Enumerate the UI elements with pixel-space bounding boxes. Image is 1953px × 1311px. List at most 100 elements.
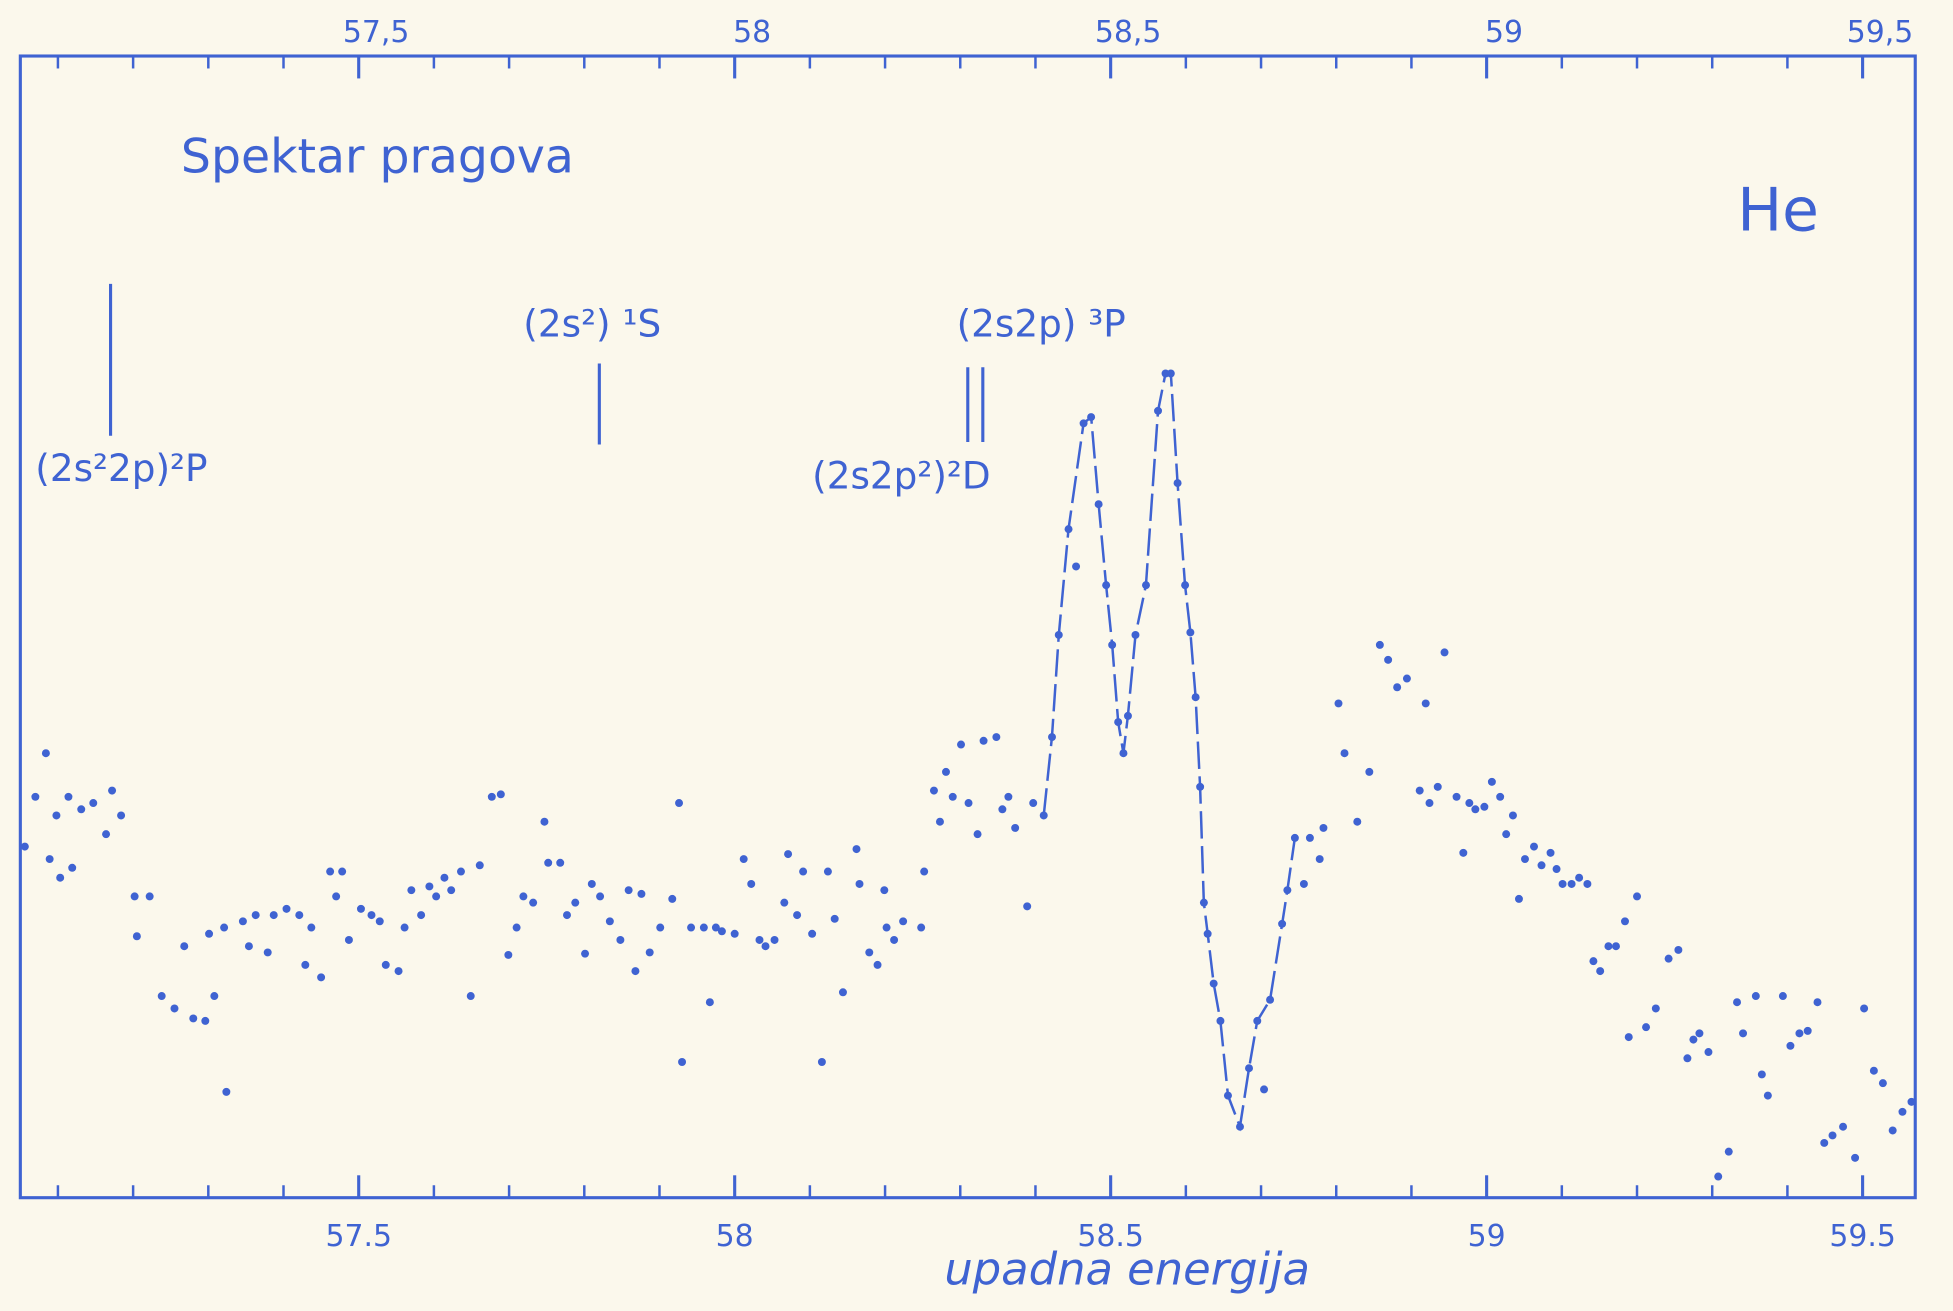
data-point <box>1266 995 1275 1004</box>
annotation: (2s2p²)²D <box>812 454 991 498</box>
data-point <box>1253 1016 1262 1025</box>
data-point <box>1048 733 1056 742</box>
data-point <box>865 948 874 957</box>
data-point <box>1621 917 1629 926</box>
data-point <box>269 911 278 920</box>
data-point <box>1739 1029 1748 1038</box>
data-point <box>1119 749 1128 758</box>
data-point <box>1375 640 1384 649</box>
data-point <box>890 936 899 944</box>
data-point <box>1004 792 1013 801</box>
data-point <box>1786 1041 1795 1050</box>
data-point <box>381 960 390 969</box>
data-point <box>1245 1064 1253 1073</box>
data-point <box>699 923 708 932</box>
data-point <box>1123 711 1132 720</box>
data-point <box>31 792 40 801</box>
data-point <box>157 992 166 1000</box>
data-point <box>1714 1172 1723 1181</box>
data-point <box>917 923 926 932</box>
data-point <box>1704 1048 1713 1057</box>
data-point <box>189 1014 198 1023</box>
data-point <box>770 936 779 944</box>
data-point <box>1384 655 1393 664</box>
x2-tick-label: 59 <box>1485 15 1523 50</box>
data-point <box>1393 683 1402 692</box>
data-point <box>1102 581 1111 590</box>
data-point <box>1290 833 1299 842</box>
data-point <box>793 911 802 920</box>
data-point <box>222 1087 231 1096</box>
data-point <box>780 898 789 907</box>
data-point <box>1558 879 1567 888</box>
data-point <box>1596 967 1605 976</box>
data-point <box>637 889 646 898</box>
data-point <box>338 867 347 876</box>
data-point <box>344 936 353 944</box>
data-point <box>1191 693 1200 702</box>
data-point <box>1898 1107 1907 1116</box>
data-point <box>1278 919 1287 928</box>
data-point <box>205 929 214 938</box>
data-point <box>1114 718 1123 727</box>
annotation: (2s2p) ³P <box>957 302 1126 346</box>
data-point <box>1751 992 1760 1000</box>
data-point <box>1334 699 1343 708</box>
data-point <box>852 845 861 854</box>
data-point <box>251 911 260 920</box>
data-point <box>301 960 310 969</box>
data-point <box>1154 406 1163 415</box>
data-point <box>108 786 117 795</box>
data-point <box>425 882 434 891</box>
data-point <box>282 904 291 913</box>
x-tick-label: 57.5 <box>325 1219 392 1254</box>
data-point <box>68 863 77 872</box>
data-point <box>1674 945 1683 954</box>
data-point <box>1203 929 1212 938</box>
data-point <box>64 792 73 801</box>
data-point <box>367 911 376 920</box>
data-point <box>1223 1091 1232 1100</box>
data-point <box>1465 799 1474 808</box>
data-point <box>563 911 571 920</box>
data-point <box>487 792 496 801</box>
data-point <box>1064 525 1073 534</box>
data-point <box>1604 942 1613 951</box>
data-point <box>356 904 365 913</box>
data-point <box>1353 817 1362 826</box>
data-point <box>1724 1147 1733 1156</box>
data-point <box>1011 823 1020 832</box>
data-point <box>117 811 126 820</box>
data-point <box>332 892 341 901</box>
data-point <box>504 950 513 959</box>
data-point <box>678 1058 687 1066</box>
data-point <box>1552 865 1561 874</box>
data-point <box>799 867 808 876</box>
data-point <box>1108 640 1117 649</box>
data-point <box>1828 1131 1837 1140</box>
plot-frame <box>18 54 1917 1200</box>
data-point <box>317 973 326 982</box>
data-point <box>1216 1016 1225 1025</box>
data-point <box>556 858 565 867</box>
annotation: (2s²) ¹S <box>523 302 661 346</box>
data-point <box>645 948 654 957</box>
data-point <box>1860 1004 1869 1013</box>
data-point <box>687 923 696 932</box>
data-point <box>417 911 426 920</box>
data-point <box>784 850 793 859</box>
data-point <box>1583 879 1592 888</box>
data-point <box>1575 873 1584 882</box>
data-point <box>466 992 475 1000</box>
data-point <box>1079 419 1088 428</box>
data-point <box>1567 879 1576 888</box>
data-point <box>201 1016 210 1025</box>
x2-tick-label: 58 <box>733 15 771 50</box>
x2-tick-label: 58,5 <box>1095 15 1162 50</box>
data-point <box>41 749 50 758</box>
data-point <box>1480 802 1489 811</box>
data-point <box>394 967 403 976</box>
data-point <box>375 917 384 926</box>
data-point <box>855 879 864 888</box>
